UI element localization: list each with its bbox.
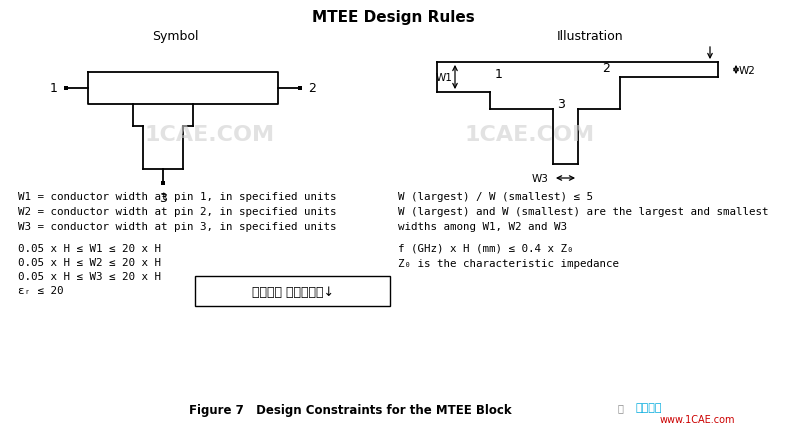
Text: Illustration: Illustration — [556, 30, 623, 43]
Text: Symbol: Symbol — [152, 30, 198, 43]
Text: 0.05 x H ≤ W3 ≤ 20 x H: 0.05 x H ≤ W3 ≤ 20 x H — [18, 271, 161, 281]
Text: 3: 3 — [159, 191, 167, 204]
Text: 1CAE.COM: 1CAE.COM — [465, 125, 595, 145]
Text: W (largest) and W (smallest) are the largest and smallest: W (largest) and W (smallest) are the lar… — [398, 207, 769, 217]
Text: Figure 7   Design Constraints for the MTEE Block: Figure 7 Design Constraints for the MTEE… — [189, 403, 512, 416]
Text: MTEE Design Rules: MTEE Design Rules — [311, 10, 475, 25]
Text: W2 = conductor width at pin 2, in specified units: W2 = conductor width at pin 2, in specif… — [18, 207, 336, 217]
Text: W1: W1 — [436, 73, 453, 83]
FancyBboxPatch shape — [195, 276, 390, 306]
Text: 射: 射 — [618, 402, 624, 412]
Text: 公众号： 射频百花潭↓: 公众号： 射频百花潭↓ — [252, 285, 333, 298]
Text: widths among W1, W2 and W3: widths among W1, W2 and W3 — [398, 221, 567, 231]
Polygon shape — [64, 87, 68, 91]
Text: 1CAE.COM: 1CAE.COM — [145, 125, 275, 145]
Text: 1: 1 — [50, 82, 58, 95]
Text: W3: W3 — [532, 174, 549, 184]
Text: Z₀ is the characteristic impedance: Z₀ is the characteristic impedance — [398, 258, 619, 268]
Text: W2: W2 — [739, 66, 756, 76]
Text: f (GHz) x H (mm) ≤ 0.4 x Z₀: f (GHz) x H (mm) ≤ 0.4 x Z₀ — [398, 243, 574, 253]
Text: W1 = conductor width at pin 1, in specified units: W1 = conductor width at pin 1, in specif… — [18, 191, 336, 201]
Text: 0.05 x H ≤ W2 ≤ 20 x H: 0.05 x H ≤ W2 ≤ 20 x H — [18, 257, 161, 267]
Text: εᵣ ≤ 20: εᵣ ≤ 20 — [18, 285, 64, 295]
Text: www.1CAE.com: www.1CAE.com — [660, 414, 736, 424]
Text: W3 = conductor width at pin 3, in specified units: W3 = conductor width at pin 3, in specif… — [18, 221, 336, 231]
Polygon shape — [161, 181, 165, 186]
Text: 2: 2 — [308, 82, 316, 95]
Text: 3: 3 — [557, 97, 565, 110]
Text: 2: 2 — [602, 62, 610, 76]
Text: 0.05 x H ≤ W1 ≤ 20 x H: 0.05 x H ≤ W1 ≤ 20 x H — [18, 243, 161, 253]
Text: 仿真在线: 仿真在线 — [635, 402, 662, 412]
Polygon shape — [298, 87, 302, 91]
Text: W (largest) / W (smallest) ≤ 5: W (largest) / W (smallest) ≤ 5 — [398, 191, 593, 201]
Text: 1: 1 — [495, 68, 503, 81]
